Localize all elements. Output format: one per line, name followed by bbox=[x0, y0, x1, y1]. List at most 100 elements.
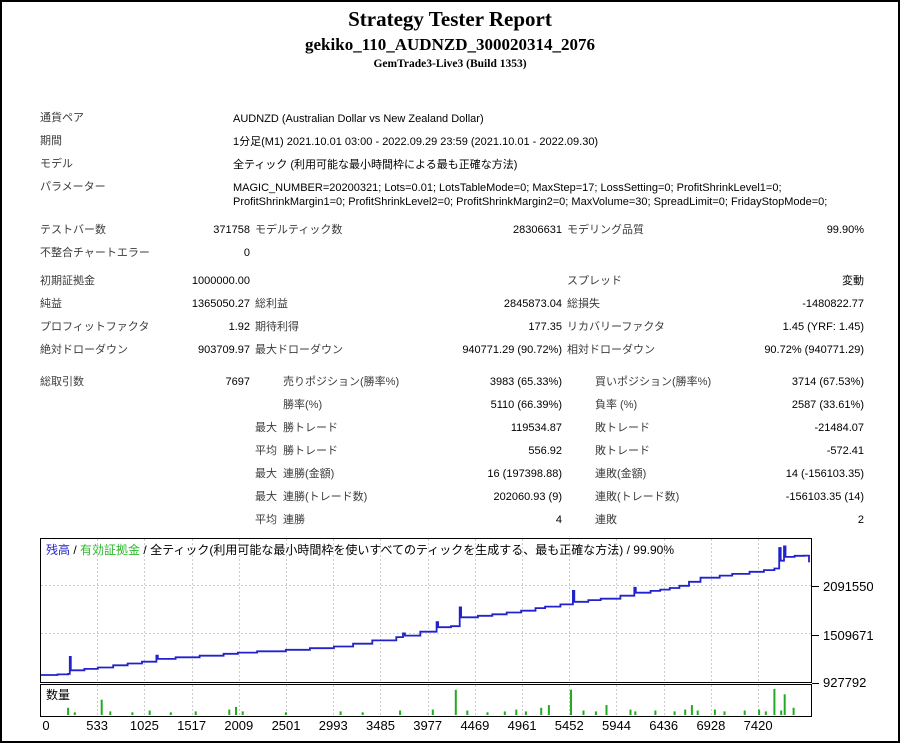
x-axis-label: 4961 bbox=[507, 718, 537, 733]
x-axis-label: 533 bbox=[86, 718, 108, 733]
stat-value: 3983 (65.33%) bbox=[489, 376, 562, 388]
stat-label: リカバリーファクタ bbox=[567, 321, 665, 333]
legend-separator: / bbox=[70, 543, 81, 557]
stat-value: 1.45 (YRF: 1.45) bbox=[782, 321, 864, 333]
stat-label: 総利益 bbox=[255, 298, 288, 310]
x-axis-label: 7420 bbox=[743, 718, 773, 733]
stat-label: 連敗(金額) bbox=[595, 468, 647, 480]
stat-value: 1000000.00 bbox=[191, 275, 250, 287]
stat-label: 勝率(%) bbox=[283, 399, 323, 411]
row-drawdown: 絶対ドローダウン 903709.97 最大ドローダウン 940771.29 (9… bbox=[40, 344, 866, 359]
y-axis-label: 1509671 bbox=[823, 628, 874, 643]
chart-legend: 残高 / 有効証拠金 / 全ティック(利用可能な最小時間枠を使いすべてのティック… bbox=[46, 541, 674, 558]
stat-label: 期待利得 bbox=[255, 321, 299, 333]
stat-label: 負率 (%) bbox=[595, 399, 638, 411]
y-axis-tick bbox=[812, 683, 819, 684]
stat-value: 119534.87 bbox=[510, 422, 562, 434]
stat-label: プロフィットファクタ bbox=[40, 321, 150, 333]
stat-label: モデリング品質 bbox=[567, 224, 644, 236]
stat-value: 90.72% (940771.29) bbox=[764, 344, 864, 356]
stat-value: 2 bbox=[857, 514, 864, 526]
stat-value: 1365050.27 bbox=[191, 298, 250, 310]
balance-curve bbox=[41, 539, 811, 682]
stat-label: 連敗 bbox=[595, 514, 617, 526]
stat-value: 202060.93 (9) bbox=[493, 491, 563, 503]
stat-value: -21484.07 bbox=[814, 422, 864, 434]
terminal-build-info: GemTrade3-Live3 (Build 1353) bbox=[373, 58, 527, 70]
stat-label: 総取引数 bbox=[40, 376, 84, 388]
page-title: Strategy Tester Report bbox=[348, 7, 552, 31]
stat-label: 絶対ドローダウン bbox=[40, 344, 128, 356]
legend-separator: / bbox=[140, 543, 151, 557]
legend-balance: 残高 bbox=[46, 543, 71, 557]
volume-label: 数量 bbox=[46, 688, 71, 702]
stat-value: 177.35 bbox=[528, 321, 562, 333]
balance-chart: 残高 / 有効証拠金 / 全ティック(利用可能な最小時間枠を使いすべてのティック… bbox=[40, 538, 812, 683]
stat-label: 勝トレード bbox=[283, 422, 338, 434]
stat-label: 連敗(トレード数) bbox=[595, 491, 680, 503]
stat-label: スプレッド bbox=[567, 275, 622, 287]
stat-value: 940771.29 (90.72%) bbox=[462, 344, 562, 356]
stat-value: -156103.35 (14) bbox=[785, 491, 864, 503]
x-axis-label: 2993 bbox=[318, 718, 348, 733]
stat-label: モデル bbox=[40, 158, 73, 170]
stat-value: -1480822.77 bbox=[802, 298, 864, 310]
stat-qualifier: 最大 bbox=[255, 422, 277, 434]
stat-qualifier: 最大 bbox=[255, 468, 277, 480]
row-total-trades: 総取引数 7697 売りポジション(勝率%) 3983 (65.33%) 買いポ… bbox=[40, 376, 866, 391]
row-max-consecutive-amount: 最大 連勝(金額) 16 (197398.88) 連敗(金額) 14 (-156… bbox=[40, 468, 866, 483]
stat-value: 2845873.04 bbox=[503, 298, 562, 310]
stat-value: 1.92 bbox=[228, 321, 250, 333]
stat-value: 99.90% bbox=[826, 224, 864, 236]
row-model: モデル 全ティック (利用可能な最小時間枠による最も正確な方法) bbox=[40, 158, 866, 173]
stat-value: 14 (-156103.35) bbox=[785, 468, 864, 480]
stat-value: 5110 (66.39%) bbox=[490, 399, 562, 411]
stat-value: 28306631 bbox=[513, 224, 562, 236]
stat-qualifier: 平均 bbox=[255, 445, 277, 457]
row-period: 期間 1分足(M1) 2021.10.01 03:00 - 2022.09.29… bbox=[40, 135, 866, 150]
stat-label: 連勝(金額) bbox=[283, 468, 335, 480]
stat-value: -572.41 bbox=[826, 445, 864, 457]
expert-name: gekiko_110_AUDNZD_300020314_2076 bbox=[305, 35, 595, 54]
stat-value: 903709.97 bbox=[198, 344, 250, 356]
y-axis-label: 927792 bbox=[823, 675, 867, 690]
x-axis-label: 0 bbox=[42, 718, 50, 733]
y-axis-tick bbox=[812, 635, 819, 636]
row-parameters: パラメーター MAGIC_NUMBER=20200321; Lots=0.01;… bbox=[40, 181, 866, 208]
stat-label: 敗トレード bbox=[595, 445, 650, 457]
stat-value: AUDNZD (Australian Dollar vs New Zealand… bbox=[233, 113, 484, 125]
row-mismatched-errors: 不整合チャートエラー 0 bbox=[40, 247, 866, 262]
stat-value: 1分足(M1) 2021.10.01 03:00 - 2022.09.29 23… bbox=[233, 136, 599, 148]
stat-label: 最大ドローダウン bbox=[255, 344, 343, 356]
row-largest-trade: 最大 勝トレード 119534.87 敗トレード -21484.07 bbox=[40, 422, 866, 437]
stat-label: 勝トレード bbox=[283, 445, 338, 457]
x-axis-label: 6928 bbox=[696, 718, 726, 733]
volume-bars bbox=[67, 685, 795, 716]
row-max-consecutive-count: 最大 連勝(トレード数) 202060.93 (9) 連敗(トレード数) -15… bbox=[40, 491, 866, 506]
row-symbol: 通貨ペア AUDNZD (Australian Dollar vs New Ze… bbox=[40, 112, 866, 127]
stat-value: 16 (197398.88) bbox=[487, 468, 562, 480]
x-axis-label: 3485 bbox=[366, 718, 395, 733]
x-axis-label: 4469 bbox=[460, 718, 490, 733]
stat-value: 4 bbox=[555, 514, 562, 526]
stat-value: 7697 bbox=[225, 376, 250, 388]
stat-label: 期間 bbox=[40, 135, 62, 147]
stat-value: 556.92 bbox=[528, 445, 562, 457]
stat-label: 純益 bbox=[40, 298, 62, 310]
stat-value: 全ティック (利用可能な最小時間枠による最も正確な方法) bbox=[233, 159, 518, 171]
stat-label: 連勝(トレード数) bbox=[283, 491, 368, 503]
stat-label: 売りポジション(勝率%) bbox=[283, 376, 400, 388]
stat-label: 初期証拠金 bbox=[40, 275, 95, 287]
stat-value: 0 bbox=[243, 247, 250, 259]
stat-value: 3714 (67.53%) bbox=[791, 376, 864, 388]
stat-qualifier: 最大 bbox=[255, 491, 277, 503]
stat-label: モデルティック数 bbox=[255, 224, 343, 236]
x-axis-label: 5452 bbox=[554, 718, 584, 733]
row-profit-factor: プロフィットファクタ 1.92 期待利得 177.35 リカバリーファクタ 1.… bbox=[40, 321, 866, 336]
x-axis-label: 5944 bbox=[602, 718, 631, 733]
stat-label: テストバー数 bbox=[40, 224, 106, 236]
stat-value: 変動 bbox=[842, 275, 864, 287]
row-avg-consecutive: 平均 連勝 4 連敗 2 bbox=[40, 514, 866, 529]
x-axis-label: 1517 bbox=[177, 718, 207, 733]
